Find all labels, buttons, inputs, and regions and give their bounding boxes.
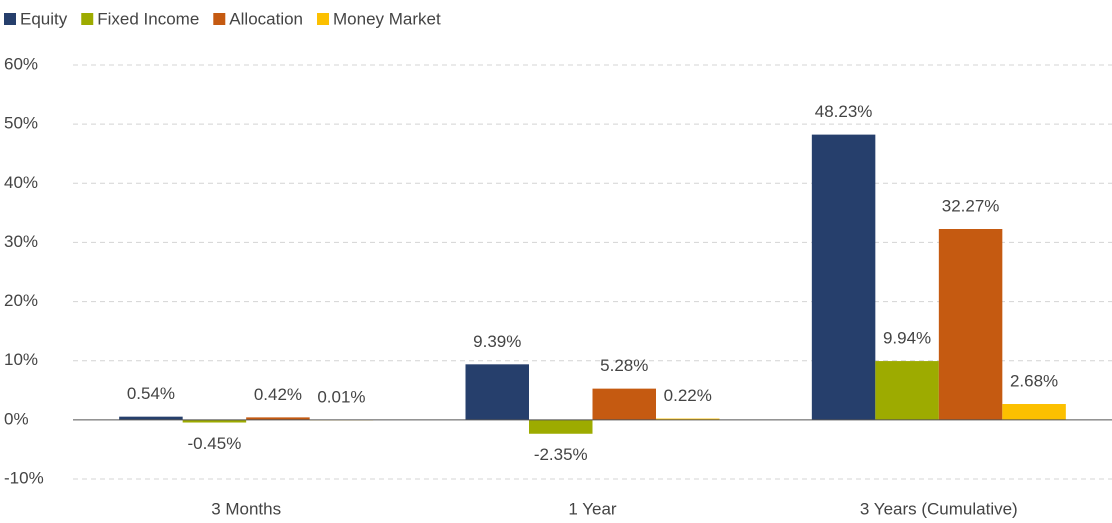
data-label: 32.27% [942,196,1000,215]
data-label: 0.42% [254,385,302,404]
legend-swatch [317,13,330,25]
legend-label: Fixed Income [97,9,199,28]
bar [875,361,939,420]
data-label: 48.23% [815,102,873,121]
legend-swatch [213,13,226,25]
legend-label: Money Market [333,9,441,28]
bar [246,417,310,420]
y-tick-label: 50% [4,114,38,133]
legend-label: Equity [20,9,68,28]
bar [811,134,876,420]
data-label: -2.35% [534,445,588,464]
y-tick-label: 30% [4,232,38,251]
y-tick-label: 10% [4,350,38,369]
data-label: 0.01% [317,387,365,406]
data-label: -0.45% [187,434,241,453]
bar [182,419,247,423]
bar [119,416,183,420]
bar [529,419,593,434]
data-label: 0.54% [127,384,175,403]
data-label: 5.28% [600,356,648,375]
y-tick-label: -10% [4,468,44,487]
bar [938,229,1003,420]
legend-swatch [4,13,16,25]
x-tick-label: 1 Year [568,499,617,518]
y-tick-label: 40% [4,173,38,192]
y-tick-label: 0% [4,409,29,428]
legend-label: Allocation [229,9,303,28]
bar [1002,404,1066,420]
bar [465,364,529,420]
data-label: 2.68% [1010,371,1058,390]
data-label: 0.22% [664,386,712,405]
data-label: 9.94% [883,329,931,348]
y-tick-label: 60% [4,54,38,73]
x-tick-label: 3 Months [211,499,281,518]
data-label: 9.39% [473,332,521,351]
bar [592,388,656,420]
x-tick-label: 3 Years (Cumulative) [860,499,1018,518]
bar [656,418,720,420]
y-tick-label: 20% [4,291,38,310]
legend-swatch [81,13,94,25]
